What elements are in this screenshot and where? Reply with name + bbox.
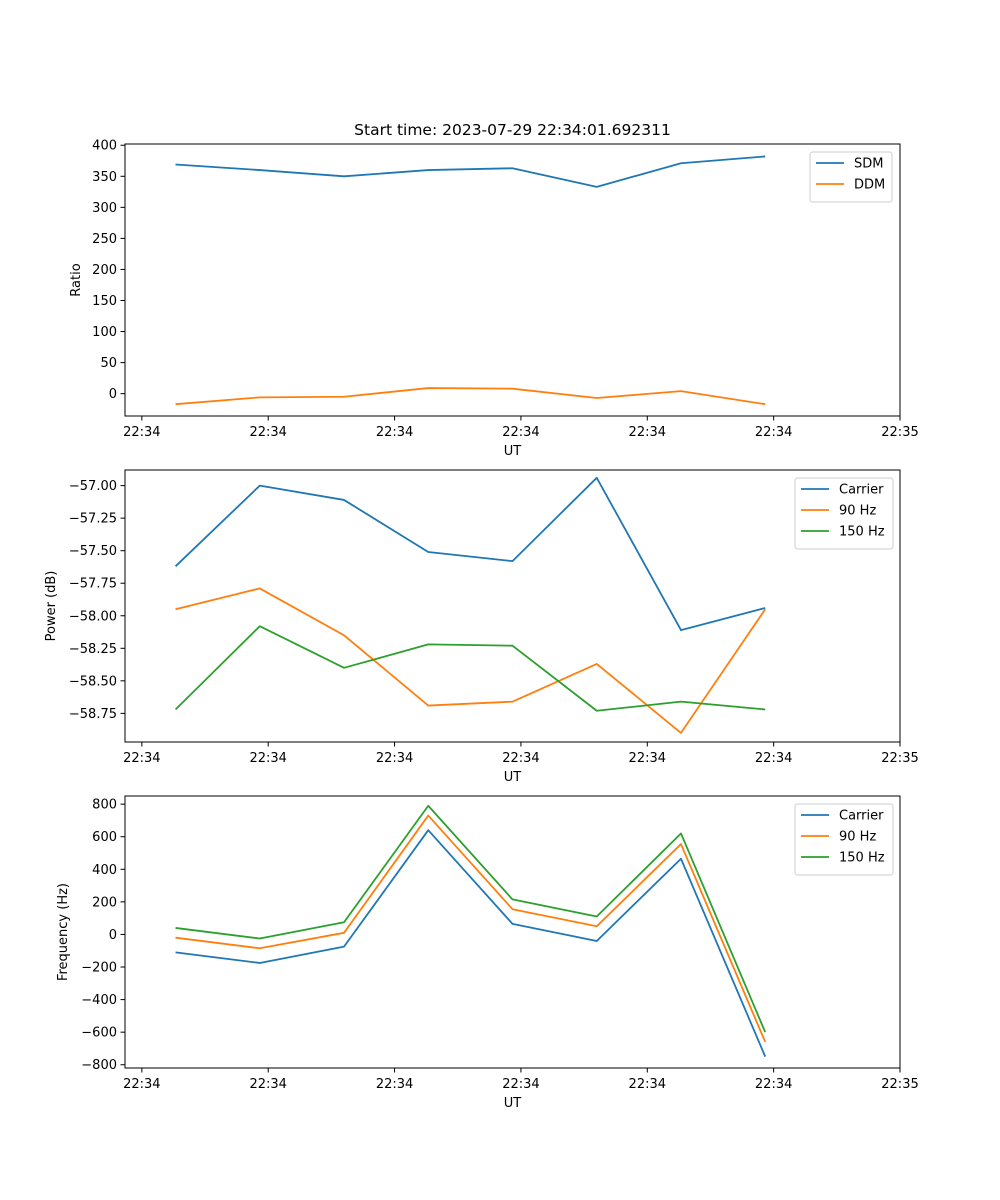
series-line-90-hz	[175, 814, 767, 1043]
x-tick-label: 22:35	[881, 425, 918, 440]
y-tick-label: −200	[81, 961, 117, 976]
legend-label: DDM	[854, 178, 885, 193]
chart-2: 22:34 22:34 22:34 22:34 22:34 22:34 22:35 −58.7…	[44, 469, 919, 785]
y-tick-label: −57.75	[69, 577, 117, 592]
y-axis-label: Frequency (Hz)	[56, 883, 71, 981]
x-axis-label: UT	[504, 1096, 522, 1111]
y-tick-label: −800	[81, 1058, 117, 1073]
y-axis-label: Ratio	[69, 263, 84, 296]
x-tick-label: 22:34	[376, 425, 413, 440]
chart-1: 22:34 22:34 22:34 22:34 22:34 22:34 22:35 0 50 10…	[69, 121, 919, 459]
x-tick-label: 22:34	[629, 751, 666, 766]
y-tick-label: 200	[92, 263, 117, 278]
x-tick-label: 22:34	[755, 751, 792, 766]
legend-label: 90 Hz	[839, 504, 876, 519]
chart-3: 22:34 22:34 22:34 22:34 22:34 22:34 22:35 −800 −…	[56, 795, 919, 1111]
x-tick-label: 22:34	[629, 1077, 666, 1092]
y-tick-label: 200	[92, 895, 117, 910]
legend-label: 90 Hz	[839, 830, 876, 845]
x-tick-label: 22:34	[123, 751, 160, 766]
series-line-carrier	[175, 829, 767, 1057]
y-tick-label: 350	[92, 170, 117, 185]
y-tick-label: 50	[100, 356, 117, 371]
y-tick-label: −57.00	[69, 479, 117, 494]
legend: Carrier 90 Hz 150 Hz	[794, 803, 894, 876]
x-tick-label: 22:34	[755, 1077, 792, 1092]
x-tick-label: 22:35	[881, 1077, 918, 1092]
x-tick-label: 22:34	[249, 751, 286, 766]
x-tick-label: 22:35	[881, 751, 918, 766]
y-tick-label: −57.25	[69, 512, 117, 527]
legend-frame	[809, 151, 893, 203]
legend-label: 150 Hz	[839, 525, 885, 540]
x-tick-label: 22:34	[376, 1077, 413, 1092]
series-line-90-hz	[175, 587, 766, 734]
x-tick-label: 22:34	[123, 1077, 160, 1092]
y-tick-label: 400	[92, 139, 117, 154]
x-tick-label: 22:34	[629, 425, 666, 440]
legend-label: SDM	[854, 157, 883, 172]
y-axis-label: Power (dB)	[44, 571, 59, 642]
y-tick-label: −57.50	[69, 544, 117, 559]
y-tick-label: −58.50	[69, 674, 117, 689]
y-tick-label: 250	[92, 232, 117, 247]
y-tick-label: 0	[109, 387, 117, 402]
legend-label: Carrier	[839, 483, 884, 498]
x-tick-label: 22:34	[249, 1077, 286, 1092]
x-tick-label: 22:34	[376, 751, 413, 766]
y-tick-label: −58.75	[69, 707, 117, 722]
series-line-150-hz	[175, 804, 767, 1033]
legend-label: Carrier	[839, 809, 884, 824]
y-tick-label: −58.00	[69, 609, 117, 624]
series-line-carrier	[174, 476, 766, 631]
y-tick-label: 0	[109, 928, 117, 943]
y-tick-label: 400	[92, 863, 117, 878]
x-tick-label: 22:34	[249, 425, 286, 440]
y-tick-label: −600	[81, 1026, 117, 1041]
series-line-150-hz	[174, 625, 766, 712]
x-tick-label: 22:34	[502, 1077, 539, 1092]
x-axis-label: UT	[504, 444, 522, 459]
y-tick-label: 150	[92, 294, 117, 309]
y-tick-label: 800	[92, 798, 117, 813]
x-tick-label: 22:34	[502, 751, 539, 766]
legend-label: 150 Hz	[839, 851, 885, 866]
y-tick-label: 600	[92, 830, 117, 845]
plot-area-frame	[124, 469, 901, 743]
x-tick-label: 22:34	[123, 425, 160, 440]
x-axis-label: UT	[504, 770, 522, 785]
plot-area-frame	[124, 143, 901, 417]
legend: SDM DDM	[809, 151, 893, 203]
chart-title: Start time: 2023-07-29 22:34:01.692311	[354, 121, 671, 139]
y-tick-label: −400	[81, 993, 117, 1008]
x-tick-label: 22:34	[755, 425, 792, 440]
plot-area-frame	[124, 795, 901, 1069]
x-tick-label: 22:34	[502, 425, 539, 440]
legend: Carrier 90 Hz 150 Hz	[794, 477, 894, 550]
y-tick-label: 100	[92, 325, 117, 340]
series-line-ddm	[175, 387, 766, 406]
y-tick-label: −58.25	[69, 642, 117, 657]
series-line-sdm	[175, 155, 766, 188]
y-tick-label: 300	[92, 201, 117, 216]
